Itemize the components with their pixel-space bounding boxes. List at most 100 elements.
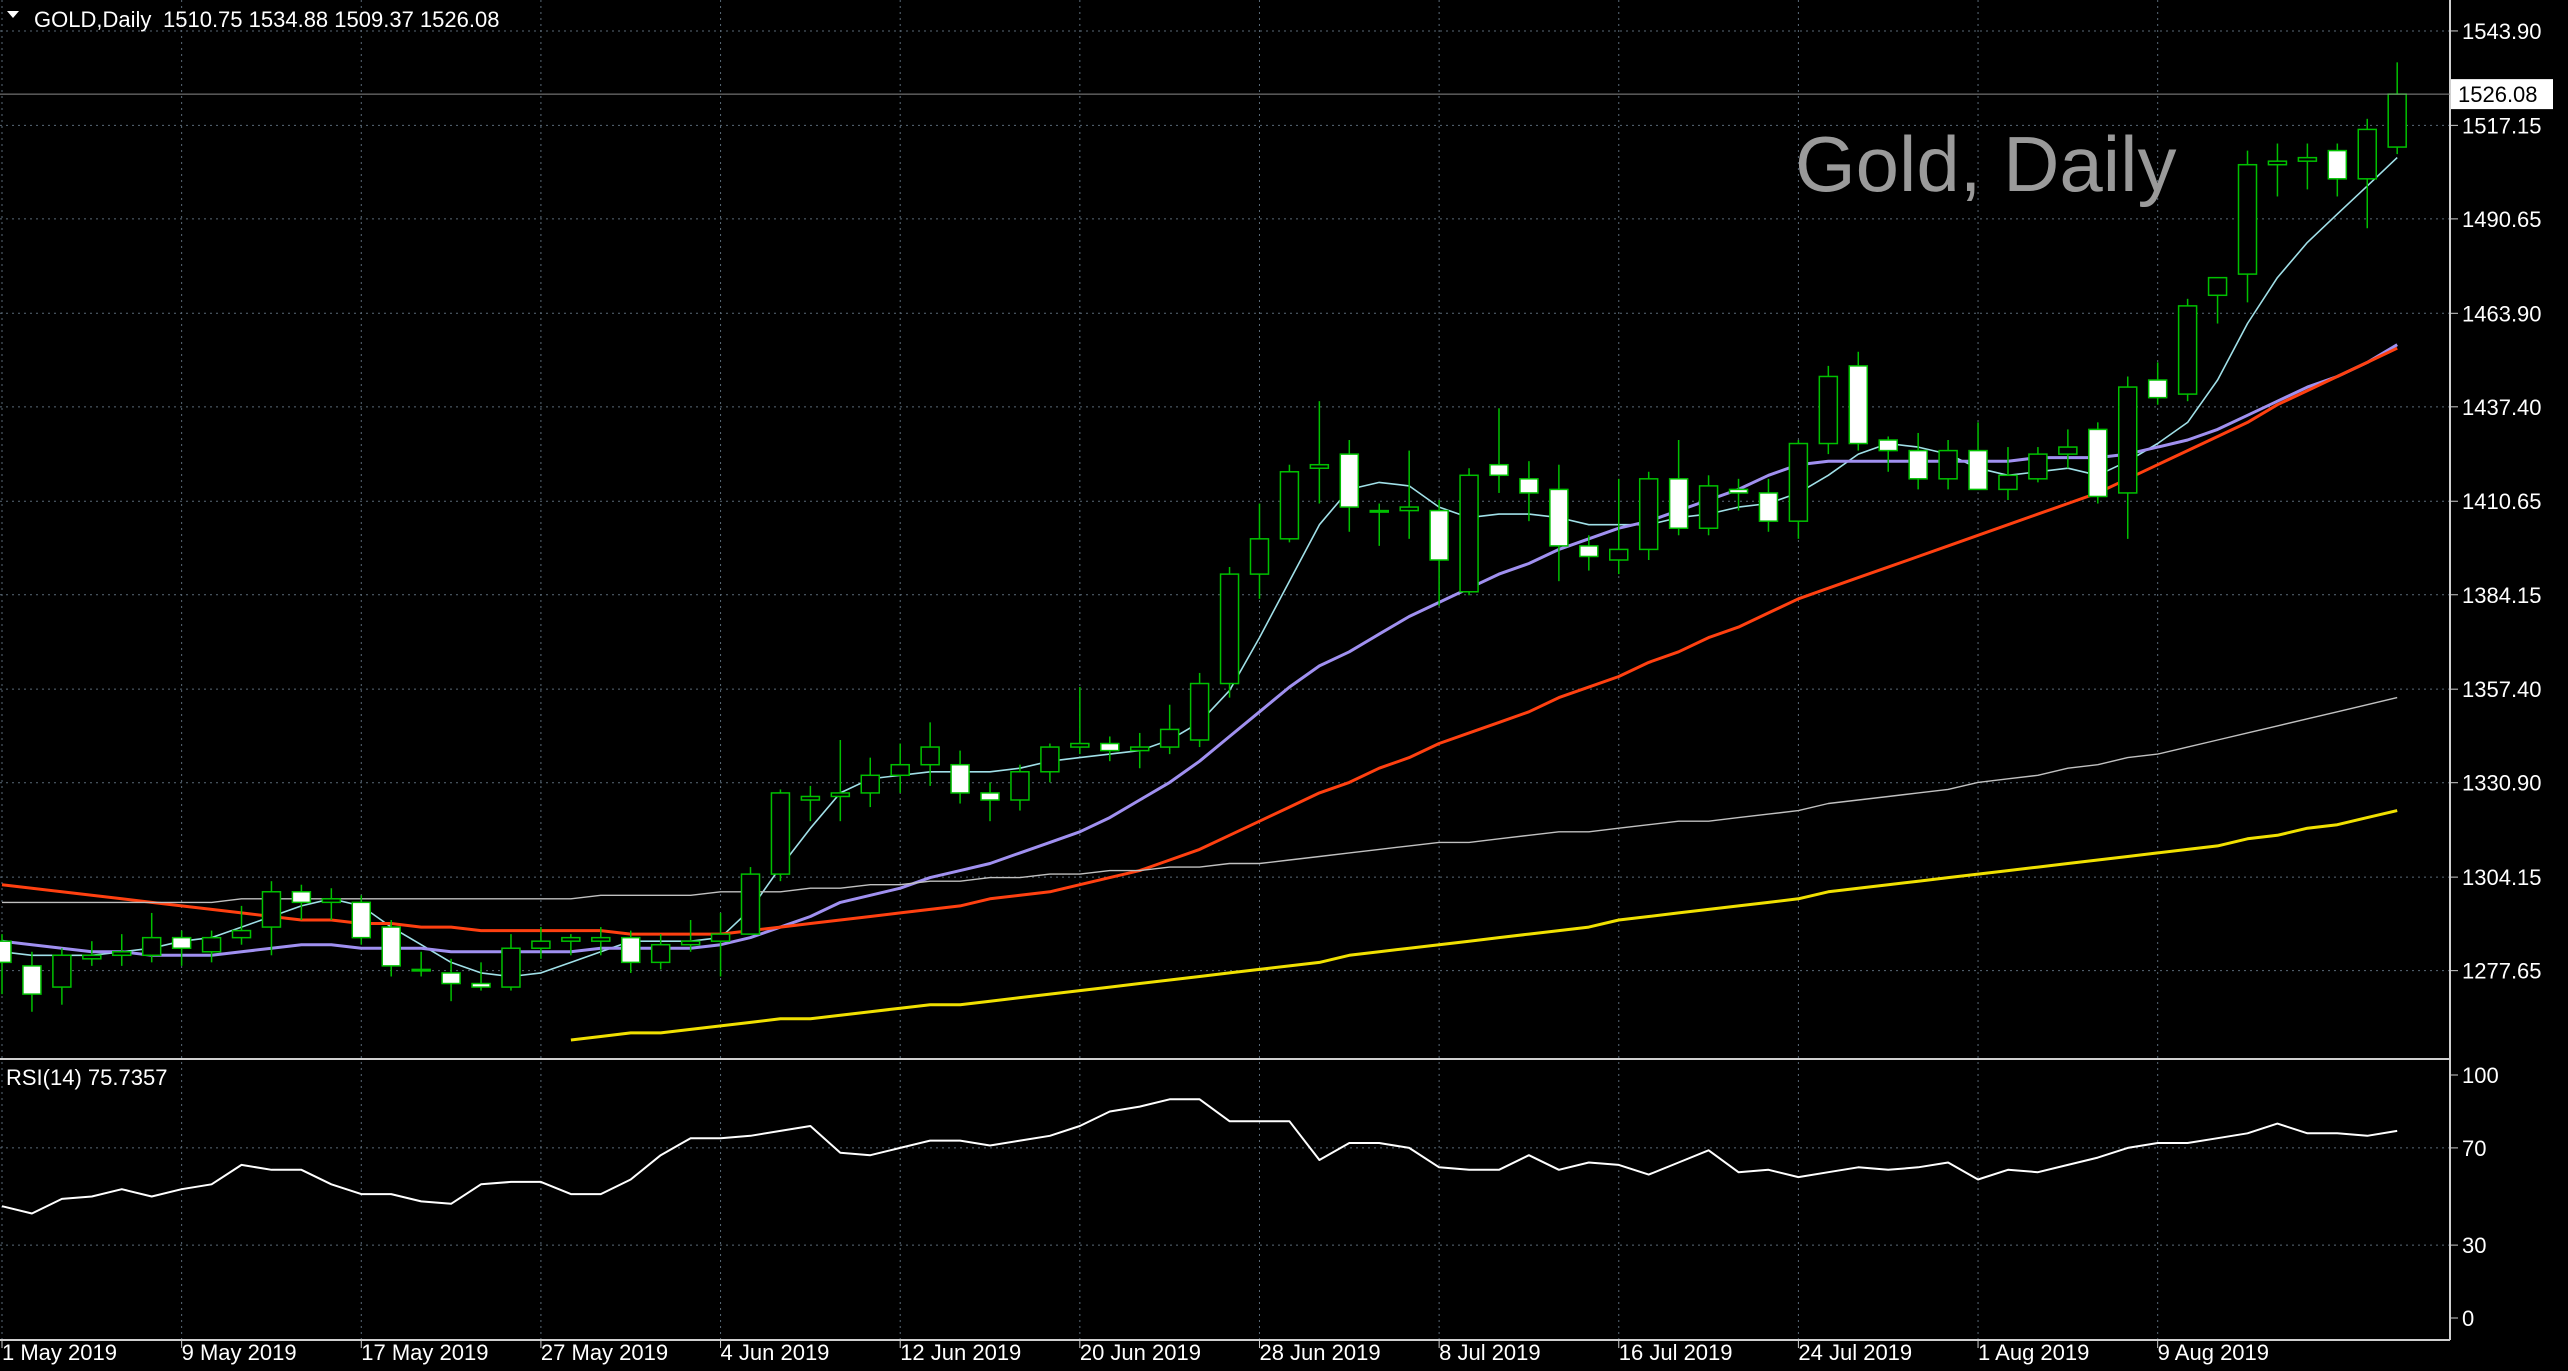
candle-body bbox=[950, 763, 970, 794]
candle bbox=[2327, 143, 2348, 197]
candle-body bbox=[1728, 488, 1749, 494]
current-price-label: 1526.08 bbox=[2458, 82, 2538, 107]
candle bbox=[2357, 118, 2378, 229]
candle bbox=[1519, 461, 1539, 522]
candle-body bbox=[1189, 682, 1210, 741]
candle-body bbox=[1758, 492, 1779, 522]
grid bbox=[0, 0, 2450, 1340]
candle-body bbox=[2177, 305, 2198, 395]
price-tick-label: 1304.15 bbox=[2462, 865, 2542, 890]
candle-body bbox=[231, 929, 252, 939]
candle bbox=[441, 958, 461, 1002]
price-tick-label: 1463.90 bbox=[2462, 301, 2542, 326]
candle bbox=[890, 743, 910, 793]
watermark: Gold, Daily bbox=[1795, 120, 2176, 208]
candle-body bbox=[1459, 474, 1479, 593]
candle-body bbox=[82, 954, 102, 960]
candle-body bbox=[1279, 471, 1300, 540]
ohlc-label: 1510.75 1534.88 1509.37 1526.08 bbox=[163, 7, 499, 32]
candle bbox=[1938, 440, 1958, 490]
candle-body bbox=[770, 792, 791, 875]
rsi-line bbox=[1, 1098, 2398, 1215]
time-tick-label: 9 May 2019 bbox=[182, 1340, 297, 1365]
candle bbox=[830, 740, 851, 822]
candle bbox=[1489, 408, 1509, 493]
candle bbox=[2267, 143, 2288, 197]
price-tick-label: 1330.90 bbox=[2462, 771, 2542, 796]
time-axis: 1 May 2019 9 May 2019 17 May 2019 27 May 20… bbox=[1, 1340, 2269, 1365]
candle bbox=[1668, 440, 1689, 536]
candle-body bbox=[1848, 365, 1869, 445]
candle bbox=[1579, 535, 1599, 571]
candle bbox=[1758, 478, 1779, 532]
candle-body bbox=[1249, 538, 1270, 575]
collapse-triangle-icon[interactable] bbox=[7, 11, 19, 18]
candle bbox=[231, 905, 252, 945]
candle-body bbox=[2058, 446, 2078, 455]
ma-line-long bbox=[570, 809, 2398, 1042]
candle-body bbox=[561, 936, 581, 942]
ma-line-medium bbox=[1, 343, 2398, 957]
candle-body bbox=[740, 873, 761, 935]
symbol-label: GOLD,Daily bbox=[34, 7, 151, 32]
candle bbox=[740, 867, 761, 935]
candle-body bbox=[1100, 742, 1120, 752]
candle-body bbox=[291, 891, 312, 904]
candle bbox=[1159, 704, 1180, 755]
candle-body bbox=[1309, 463, 1330, 469]
candle-body bbox=[1219, 573, 1240, 685]
time-tick-label: 20 Jun 2019 bbox=[1080, 1340, 1201, 1365]
candle bbox=[710, 912, 731, 977]
price-tick-label: 1490.65 bbox=[2462, 207, 2542, 232]
candle-body bbox=[710, 933, 731, 942]
candle-body bbox=[1070, 742, 1090, 748]
candle bbox=[620, 930, 641, 973]
candle bbox=[1249, 503, 1270, 599]
candle-body bbox=[2237, 163, 2258, 275]
candle-body bbox=[22, 965, 42, 995]
rsi-tick-label: 30 bbox=[2462, 1233, 2486, 1258]
candle bbox=[1010, 764, 1030, 811]
candle bbox=[2028, 447, 2048, 483]
candle bbox=[2058, 429, 2078, 469]
candle-body bbox=[2327, 149, 2348, 180]
candle-body bbox=[1878, 439, 1898, 452]
candle bbox=[291, 884, 312, 920]
candle bbox=[1459, 468, 1479, 596]
time-tick-label: 17 May 2019 bbox=[361, 1340, 488, 1365]
candle bbox=[920, 722, 940, 786]
candle bbox=[1998, 447, 2018, 500]
candle-body bbox=[1159, 728, 1180, 748]
candle bbox=[1788, 440, 1809, 539]
candle-body bbox=[112, 951, 132, 957]
candle-body bbox=[1908, 449, 1928, 480]
candle bbox=[1908, 432, 1928, 490]
candle bbox=[1279, 464, 1300, 543]
candle bbox=[501, 934, 521, 991]
price-tick-label: 1357.40 bbox=[2462, 677, 2542, 702]
candle bbox=[1309, 401, 1330, 504]
candle bbox=[1818, 365, 1839, 455]
candle-body bbox=[351, 901, 372, 939]
candle bbox=[2117, 376, 2138, 539]
candle bbox=[2237, 150, 2258, 303]
candle-body bbox=[591, 936, 611, 942]
candle-body bbox=[1339, 453, 1360, 508]
time-tick-label: 12 Jun 2019 bbox=[900, 1340, 1021, 1365]
candle bbox=[1040, 743, 1060, 783]
candle-body bbox=[321, 898, 342, 904]
candle bbox=[381, 920, 401, 977]
candle bbox=[591, 927, 611, 956]
candle bbox=[1189, 672, 1210, 748]
candle bbox=[800, 785, 821, 822]
candle bbox=[2088, 422, 2108, 504]
candle-body bbox=[860, 774, 881, 794]
candle-body bbox=[980, 792, 1000, 801]
candle-body bbox=[171, 936, 192, 949]
candles bbox=[0, 62, 2407, 1012]
candle-body bbox=[1040, 746, 1060, 773]
candle-body bbox=[1010, 771, 1030, 801]
candle bbox=[411, 951, 431, 977]
candle bbox=[1100, 736, 1120, 762]
